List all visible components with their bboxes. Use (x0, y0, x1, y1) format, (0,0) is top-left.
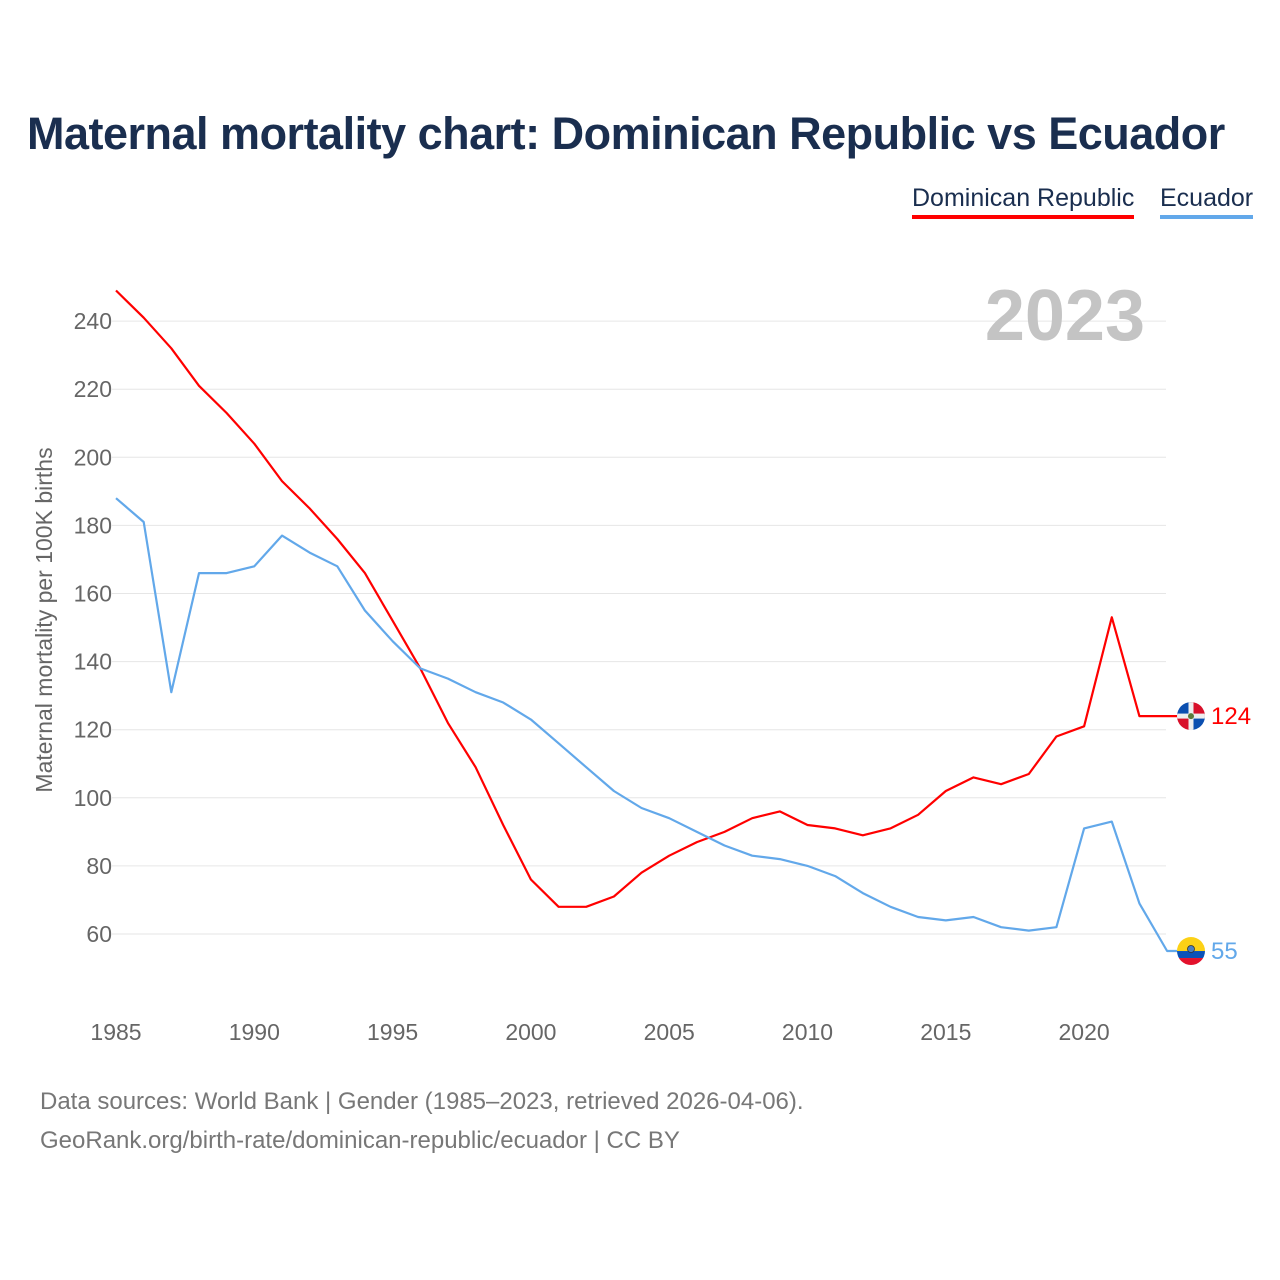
y-tick-label: 120 (74, 717, 112, 743)
y-tick-label: 100 (74, 785, 112, 811)
legend-dominican-republic[interactable]: Dominican Republic (912, 184, 1135, 219)
y-tick-label: 180 (74, 512, 112, 538)
y-tick-label: 220 (74, 376, 112, 402)
x-tick-label: 2015 (920, 1019, 971, 1045)
x-tick-label: 1995 (367, 1019, 418, 1045)
dominican-republic-flag-icon (1177, 702, 1205, 731)
x-tick-label: 1990 (229, 1019, 280, 1045)
y-tick-label: 60 (86, 921, 112, 947)
flag-stripe (1177, 951, 1205, 959)
y-tick-label: 140 (74, 649, 112, 675)
y-tick-label: 80 (86, 853, 112, 879)
flag-stripe (1177, 937, 1205, 952)
flag-emblem (1187, 945, 1195, 953)
x-tick-label: 2005 (644, 1019, 695, 1045)
x-tick-label: 1985 (90, 1019, 141, 1045)
end-value-label: 55 (1211, 938, 1238, 965)
end-value-label: 124 (1211, 703, 1251, 730)
x-tick-label: 2000 (505, 1019, 556, 1045)
series-line-ecuador (115, 497, 1178, 953)
chart-title: Maternal mortality chart: Dominican Repu… (27, 108, 1225, 159)
ecuador-flag-icon (1177, 937, 1205, 966)
y-axis-label: Maternal mortality per 100K births (31, 447, 57, 792)
y-tick-label: 160 (74, 581, 112, 607)
year-watermark: 2023 (985, 276, 1145, 356)
flag-body (1177, 702, 1205, 731)
x-tick-label: 2020 (1059, 1019, 1110, 1045)
footer-link[interactable]: GeoRank.org/birth-rate/dominican-republi… (40, 1127, 680, 1154)
y-tick-label: 240 (74, 308, 112, 334)
y-tick-label: 200 (74, 444, 112, 470)
flag-body (1177, 937, 1205, 966)
footer-sources: Data sources: World Bank | Gender (1985–… (40, 1088, 804, 1115)
legend-ecuador[interactable]: Ecuador (1160, 184, 1254, 219)
flag-stripe (1177, 958, 1205, 966)
series-line-dominican-republic (115, 289, 1178, 908)
x-tick-label: 2010 (782, 1019, 833, 1045)
flag-emblem (1188, 713, 1194, 720)
